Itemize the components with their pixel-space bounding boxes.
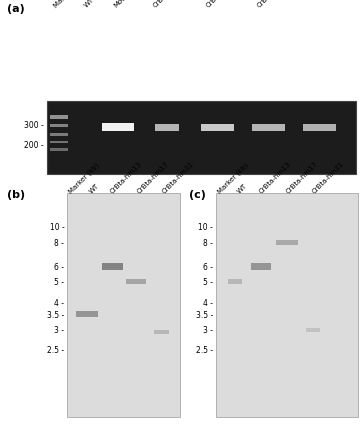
Text: CrBta-hm13: CrBta-hm13 <box>258 160 292 194</box>
Bar <box>306 328 320 332</box>
Text: 3 -: 3 - <box>54 325 64 335</box>
Text: Marker (kb): Marker (kb) <box>216 161 249 194</box>
Text: WT: WT <box>83 0 95 9</box>
Text: (c): (c) <box>189 190 205 199</box>
Text: 300 -: 300 - <box>24 121 44 130</box>
Text: Mock: Mock <box>113 0 130 9</box>
Text: WT: WT <box>237 182 249 194</box>
Bar <box>252 124 285 131</box>
Text: 6 -: 6 - <box>203 262 213 271</box>
Text: 5 -: 5 - <box>54 277 64 287</box>
Bar <box>303 124 336 131</box>
Text: 4 -: 4 - <box>203 298 213 307</box>
Text: Marker (kb): Marker (kb) <box>67 161 100 194</box>
Text: CrBta-hm31: CrBta-hm31 <box>311 160 346 194</box>
Text: 3.5 -: 3.5 - <box>47 310 64 319</box>
Text: CrBta-hm31: CrBta-hm31 <box>256 0 290 9</box>
Bar <box>126 279 146 285</box>
Text: 8 -: 8 - <box>54 238 64 248</box>
Text: (a): (a) <box>7 4 25 14</box>
Text: 2.5 -: 2.5 - <box>196 345 213 355</box>
Bar <box>50 134 68 136</box>
Text: 3 -: 3 - <box>203 325 213 335</box>
Text: (b): (b) <box>7 190 25 199</box>
Bar <box>50 116 68 119</box>
Text: 5 -: 5 - <box>203 277 213 287</box>
Text: CrBta-hm17: CrBta-hm17 <box>285 160 319 194</box>
Bar <box>102 124 134 132</box>
Bar <box>216 194 358 417</box>
Text: 10 -: 10 - <box>198 222 213 231</box>
Bar <box>50 149 68 151</box>
Text: 8 -: 8 - <box>203 238 213 248</box>
Bar <box>276 240 298 245</box>
Text: CrBta-hm13: CrBta-hm13 <box>109 160 143 194</box>
Bar <box>102 263 123 270</box>
Text: CrBta-hm31: CrBta-hm31 <box>162 160 196 194</box>
Bar <box>155 124 179 131</box>
Text: 10 -: 10 - <box>49 222 64 231</box>
Text: CrBta-hm13: CrBta-hm13 <box>152 0 187 9</box>
Bar <box>47 102 356 175</box>
Text: 200 -: 200 - <box>24 140 44 150</box>
Bar <box>76 311 98 317</box>
Text: 3.5 -: 3.5 - <box>196 310 213 319</box>
Text: WT: WT <box>88 182 100 194</box>
Text: Marker (bp): Marker (bp) <box>53 0 86 9</box>
Text: CrBta-hm17: CrBta-hm17 <box>136 160 170 194</box>
Bar <box>50 141 68 144</box>
Bar <box>154 330 169 334</box>
Bar <box>250 263 271 270</box>
Text: 6 -: 6 - <box>54 262 64 271</box>
Text: CrBta-hm17: CrBta-hm17 <box>205 0 239 9</box>
Text: 2.5 -: 2.5 - <box>47 345 64 355</box>
Bar <box>201 124 234 131</box>
Bar <box>228 279 242 285</box>
Text: 4 -: 4 - <box>54 298 64 307</box>
Bar <box>50 125 68 128</box>
Bar <box>67 194 180 417</box>
